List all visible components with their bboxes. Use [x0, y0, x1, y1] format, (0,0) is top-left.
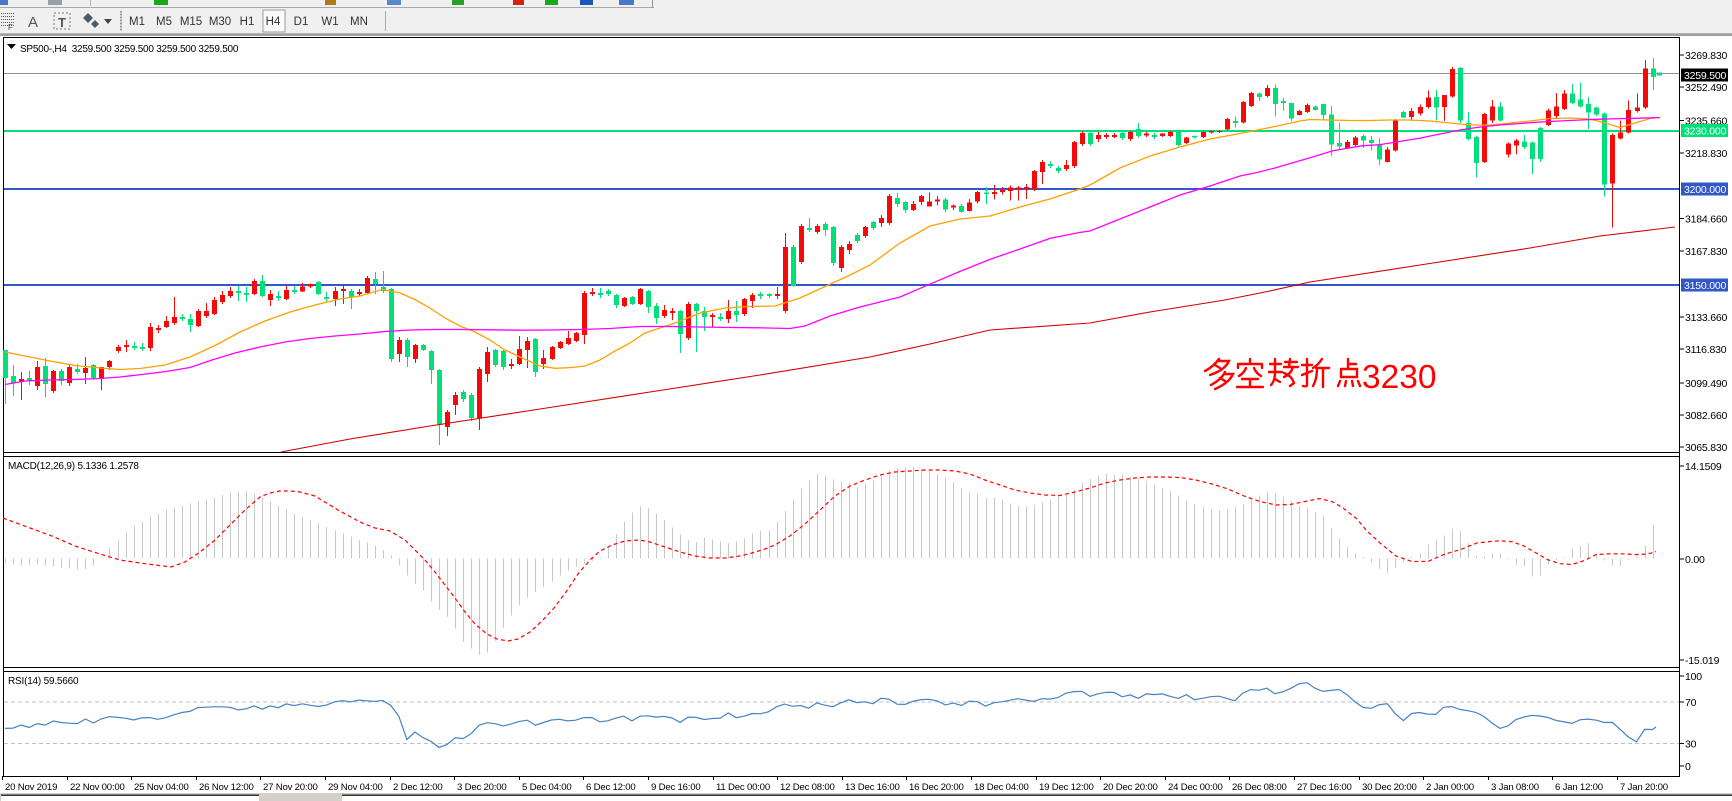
svg-text:3230.000: 3230.000: [1684, 126, 1727, 138]
svg-text:M15: M15: [180, 16, 202, 28]
svg-text:6 Dec 12:00: 6 Dec 12:00: [586, 782, 636, 793]
svg-text:W1: W1: [321, 16, 338, 28]
svg-text:3200.000: 3200.000: [1684, 184, 1727, 196]
svg-text:6 Jan 12:00: 6 Jan 12:00: [1555, 782, 1603, 793]
svg-text:3230: 3230: [1362, 359, 1437, 396]
svg-text:M1: M1: [129, 16, 145, 28]
svg-text:M30: M30: [209, 16, 231, 28]
svg-text:SP500-,H4 3259.500 3259.500 3: SP500-,H4 3259.500 3259.500 3259.500 325…: [20, 44, 239, 55]
svg-text:27 Dec 16:00: 27 Dec 16:00: [1297, 782, 1352, 793]
svg-text:3259.500: 3259.500: [1684, 70, 1727, 82]
svg-text:M5: M5: [156, 16, 172, 28]
svg-text:20 Dec 20:00: 20 Dec 20:00: [1103, 782, 1158, 793]
svg-text:3150.000: 3150.000: [1684, 280, 1727, 292]
svg-text:16 Dec 20:00: 16 Dec 20:00: [909, 782, 964, 793]
svg-text:MACD(12,26,9) 5.1336 1.2578: MACD(12,26,9) 5.1336 1.2578: [8, 461, 139, 472]
svg-text:100: 100: [1685, 671, 1702, 683]
svg-text:12 Dec 08:00: 12 Dec 08:00: [780, 782, 835, 793]
svg-text:0.00: 0.00: [1685, 554, 1705, 566]
svg-text:3184.660: 3184.660: [1685, 214, 1728, 226]
svg-text:0: 0: [1685, 761, 1691, 773]
svg-text:3 Jan 08:00: 3 Jan 08:00: [1491, 782, 1539, 793]
svg-text:-15.019: -15.019: [1685, 655, 1720, 667]
svg-text:3116.830: 3116.830: [1685, 344, 1727, 356]
svg-text:30: 30: [1685, 739, 1697, 751]
svg-text:2 Jan 00:00: 2 Jan 00:00: [1426, 782, 1474, 793]
svg-text:T: T: [58, 15, 66, 30]
svg-text:3 Dec 20:00: 3 Dec 20:00: [457, 782, 507, 793]
svg-text:RSI(14) 59.5660: RSI(14) 59.5660: [8, 676, 79, 687]
svg-text:26 Dec 08:00: 26 Dec 08:00: [1232, 782, 1287, 793]
svg-text:13 Dec 16:00: 13 Dec 16:00: [845, 782, 900, 793]
svg-text:2 Dec 12:00: 2 Dec 12:00: [393, 782, 443, 793]
svg-text:MN: MN: [350, 16, 368, 28]
svg-text:3252.490: 3252.490: [1685, 82, 1728, 94]
svg-text:H4: H4: [266, 16, 281, 28]
svg-text:70: 70: [1685, 697, 1697, 709]
svg-text:3133.660: 3133.660: [1685, 312, 1728, 324]
svg-text:20 Nov 2019: 20 Nov 2019: [5, 782, 57, 793]
svg-text:11 Dec 00:00: 11 Dec 00:00: [716, 782, 770, 793]
svg-text:18 Dec 04:00: 18 Dec 04:00: [974, 782, 1029, 793]
svg-text:H1: H1: [240, 16, 255, 28]
svg-text:D1: D1: [294, 16, 309, 28]
svg-text:30 Dec 20:00: 30 Dec 20:00: [1362, 782, 1417, 793]
svg-text:7 Jan 20:00: 7 Jan 20:00: [1620, 782, 1668, 793]
svg-text:3167.830: 3167.830: [1685, 246, 1728, 258]
svg-text:F: F: [8, 23, 13, 32]
svg-text:26 Nov 12:00: 26 Nov 12:00: [199, 782, 254, 793]
svg-text:19 Dec 12:00: 19 Dec 12:00: [1039, 782, 1094, 793]
svg-text:24 Dec 00:00: 24 Dec 00:00: [1168, 782, 1223, 793]
svg-text:3218.830: 3218.830: [1685, 148, 1728, 160]
svg-text:27 Nov 20:00: 27 Nov 20:00: [263, 782, 318, 793]
svg-text:5 Dec 04:00: 5 Dec 04:00: [522, 782, 572, 793]
svg-text:3099.490: 3099.490: [1685, 378, 1728, 390]
svg-text:25 Nov 04:00: 25 Nov 04:00: [134, 782, 189, 793]
svg-text:3065.830: 3065.830: [1685, 442, 1728, 454]
svg-text:9 Dec 16:00: 9 Dec 16:00: [651, 782, 701, 793]
svg-text:29 Nov 04:00: 29 Nov 04:00: [328, 782, 383, 793]
svg-text:14.1509: 14.1509: [1685, 461, 1722, 473]
svg-text:22 Nov 00:00: 22 Nov 00:00: [70, 782, 125, 793]
svg-text:A: A: [28, 14, 38, 31]
svg-text:3082.660: 3082.660: [1685, 410, 1728, 422]
svg-text:3269.830: 3269.830: [1685, 50, 1728, 62]
